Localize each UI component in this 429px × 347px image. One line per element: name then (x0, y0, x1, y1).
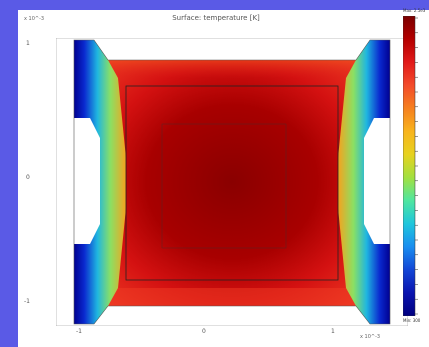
colorbar-scale (403, 16, 418, 316)
x-tick-label: -1 (76, 328, 82, 335)
colorbar: Max: 2.5e3 Min: 300 (402, 8, 429, 338)
inner-boundary-outer (125, 85, 339, 281)
colorbar-min-label: Min: 300 (403, 318, 421, 323)
plot-window: Surface: temperature [K] x 10^-3 x 10^-3… (18, 10, 429, 347)
y-tick-label: -1 (24, 298, 30, 305)
inner-boundary-core (161, 123, 287, 249)
y-axis-exponent: x 10^-3 (24, 16, 45, 22)
colorbar-max-label: Max: 2.5e3 (403, 8, 426, 13)
y-tick-label: 0 (26, 174, 30, 181)
x-tick-label: 0 (202, 328, 206, 335)
domain-outline (73, 39, 391, 325)
temperature-surface-plot (56, 38, 408, 326)
x-tick-label: 1 (331, 328, 335, 335)
x-axis-exponent: x 10^-3 (360, 334, 381, 340)
bottom-gradient (108, 288, 356, 306)
top-gradient (108, 60, 356, 78)
left-notch (74, 118, 100, 244)
y-tick-label: 1 (26, 40, 30, 47)
domain-body (74, 40, 390, 324)
right-notch (364, 118, 390, 244)
colorbar-gradient (403, 16, 416, 316)
plot-title: Surface: temperature [K] (172, 14, 260, 22)
